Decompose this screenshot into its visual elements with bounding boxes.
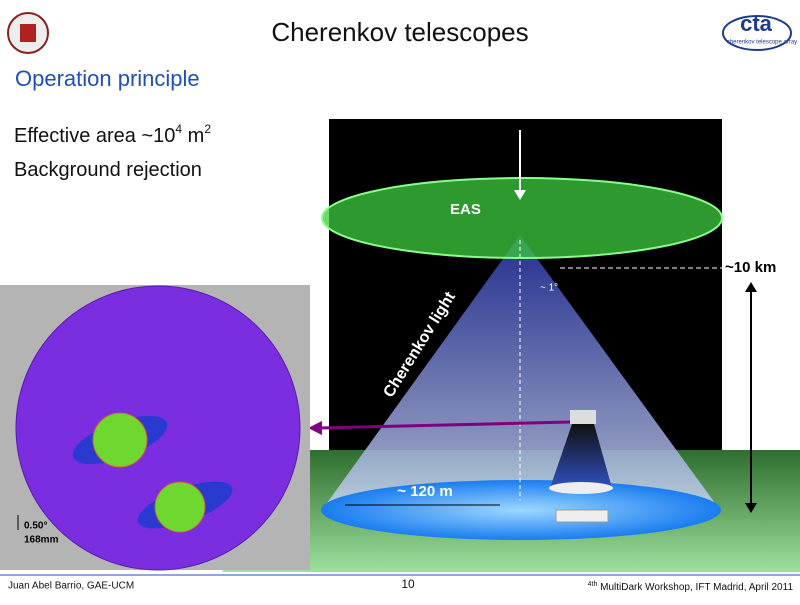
eas-label: EAS: [450, 201, 481, 218]
image-blob: [92, 412, 148, 468]
footer-event: 4th MultiDark Workshop, IFT Madrid, Apri…: [588, 581, 794, 593]
scale-angle: 0.50°: [24, 521, 47, 532]
angle-label: ~ 1°: [540, 283, 558, 294]
telescope: [549, 410, 613, 523]
light-pool: [321, 480, 721, 540]
cta-logo: cta cherenkov telescope array: [722, 11, 797, 51]
bullet: Effective area ~104 m2: [14, 122, 211, 147]
arrow-head: [745, 282, 757, 292]
pool-label: ~ 120 m: [397, 483, 452, 500]
logo-text: cta: [740, 11, 773, 36]
image-blob: [154, 481, 206, 533]
arrow-head: [308, 421, 322, 435]
height-label: ~10 km: [725, 259, 776, 276]
uni-logo: [7, 12, 49, 54]
bullet: Background rejection: [14, 159, 202, 181]
link-arrow: [319, 420, 571, 430]
arrow-head: [745, 503, 757, 513]
light-cone: [322, 235, 720, 510]
arrow-head: [514, 190, 526, 200]
logo-subtext: cherenkov telescope array: [727, 40, 797, 46]
page-number: 10: [401, 577, 415, 591]
section-title: Operation principle: [15, 66, 200, 91]
footer-author: Juan Abel Barrio, GAE-UCM: [8, 581, 134, 592]
slide-title: Cherenkov telescopes: [271, 17, 528, 47]
scale-mm: 168mm: [24, 535, 59, 546]
eas-ellipse: [321, 177, 723, 259]
